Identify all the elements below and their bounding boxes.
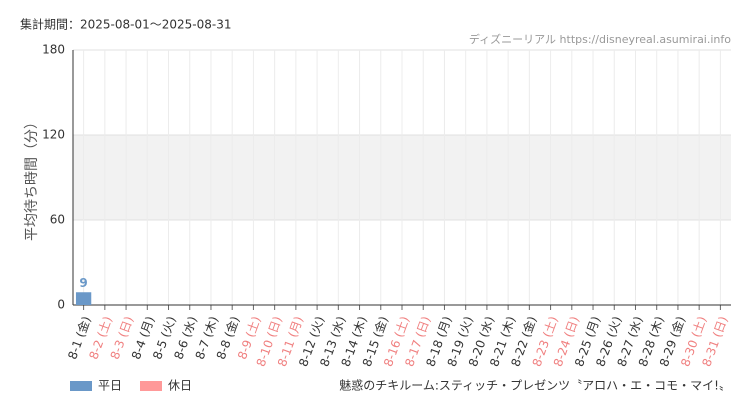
y-tick-label: 60: [50, 213, 65, 227]
period: 集計期間：2025-08-01～2025-08-31: [20, 17, 231, 32]
value-label: 9: [79, 276, 87, 290]
legend-label: 休日: [168, 379, 192, 393]
y-tick-label: 0: [57, 298, 65, 312]
legend-label: 平日: [98, 379, 122, 393]
legend-swatch: [70, 381, 92, 391]
y-axis-label: 平均待ち時間（分）: [24, 115, 40, 241]
legend-swatch: [140, 381, 162, 391]
source: ディズニーリアル https://disneyreal.asumirai.inf…: [469, 32, 731, 46]
y-tick-label: 120: [42, 128, 65, 142]
y-tick-label: 180: [42, 43, 65, 57]
bar: [75, 292, 92, 305]
attraction-name: 魅惑のチキルーム:スティッチ・プレゼンツ〝アロハ・エ・コモ・マイ!〟: [339, 378, 731, 393]
